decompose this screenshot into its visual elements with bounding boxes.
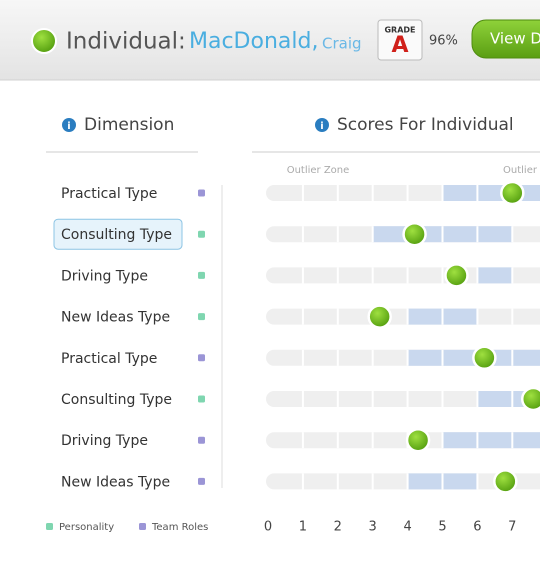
group-swatch [198,437,205,444]
dimension-label[interactable]: Practical Type [61,186,157,202]
band [443,432,540,448]
info-icon-glyph: i [320,121,323,132]
last-name: MacDonald, [189,29,318,54]
group-swatch [198,396,205,403]
info-icon-glyph: i [67,121,70,132]
header-title: Individual: [66,29,186,55]
score-marker [522,388,540,410]
zone-label: Outlier Zone [287,165,350,176]
percent: 96% [429,34,458,49]
dimension-label[interactable]: Driving Type [61,433,148,449]
score-marker [494,470,516,492]
score-marker [501,182,523,204]
x-tick-label: 4 [403,520,411,535]
dimension-heading: Dimension [84,115,174,135]
score-marker [445,264,467,286]
status-dot [32,29,56,53]
dimension-label[interactable]: New Ideas Type [61,474,170,490]
band [443,185,540,201]
x-tick-label: 1 [299,520,307,535]
group-swatch [198,478,205,485]
dimension-label[interactable]: Consulting Type [61,392,172,408]
group-swatch [198,190,205,197]
dimension-label[interactable]: Practical Type [61,351,157,367]
dimension-label[interactable]: Consulting Type [61,227,172,243]
score-marker [404,223,426,245]
dimension-label[interactable]: Driving Type [61,268,148,284]
group-swatch [198,354,205,361]
score-marker [407,429,429,451]
score-marker [369,306,391,328]
legend-label: Personality [59,522,114,533]
group-swatch [198,313,205,320]
legend-swatch [139,523,146,530]
first-name: Craig [322,35,362,53]
score-marker [473,347,495,369]
x-tick-label: 2 [334,520,342,535]
legend-swatch [46,523,53,530]
track [266,309,540,325]
view-button-label[interactable]: View De [490,30,540,48]
x-tick-label: 0 [264,520,272,535]
band [477,267,512,283]
dimension-label[interactable]: New Ideas Type [61,310,170,326]
x-tick-label: 6 [473,520,481,535]
x-tick-label: 5 [438,520,446,535]
grade: A [391,33,408,58]
x-tick-label: 3 [369,520,377,535]
legend-label: Team Roles [151,522,208,533]
zone-label: Outlier [503,165,538,176]
scores-heading: Scores For Individual [337,115,514,135]
x-tick-label: 7 [508,520,516,535]
group-swatch [198,231,205,238]
group-swatch [198,272,205,279]
